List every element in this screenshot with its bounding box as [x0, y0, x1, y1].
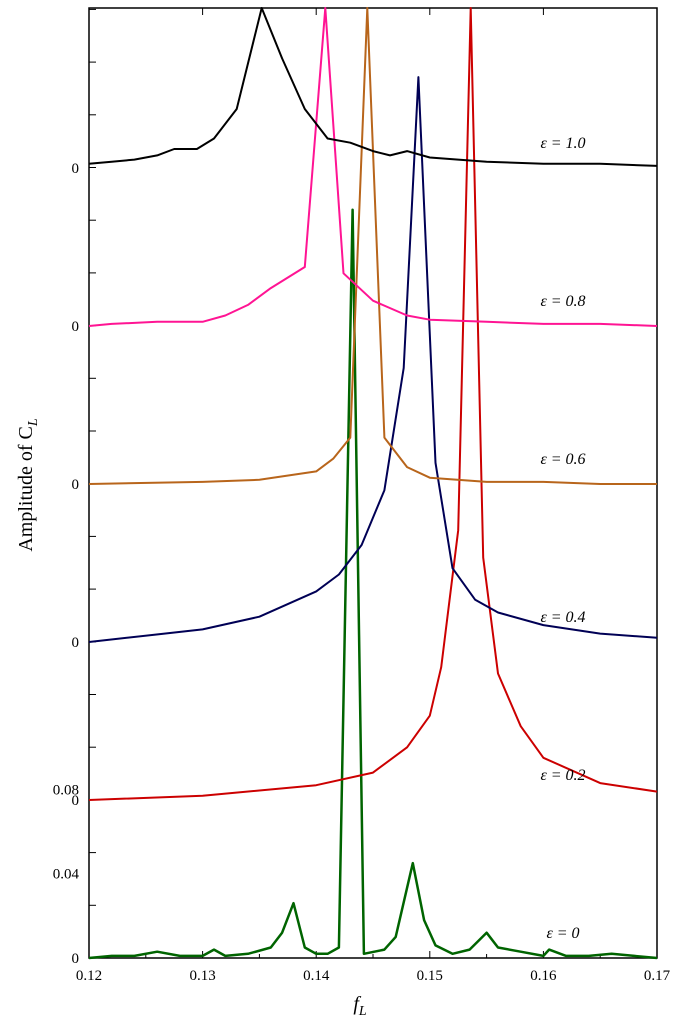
x-axis-title-subscript: L	[358, 1004, 367, 1019]
baseline-zero-label: 0	[72, 793, 80, 809]
series-label: ε = 0.8	[540, 293, 585, 310]
series-label: ε = 0	[546, 925, 579, 942]
baseline-zero-label: 0	[72, 477, 80, 493]
x-axis-title: fL	[353, 993, 367, 1019]
y-tick-label: 0.08	[53, 782, 79, 798]
x-tick-label: 0.13	[189, 968, 215, 984]
series-line	[88, 7, 658, 167]
y-axis-title: Amplitude of CL	[15, 418, 41, 552]
y-axis-title-subscript: L	[26, 418, 41, 427]
baseline-zero-label: 0	[72, 319, 80, 335]
series-line	[88, 7, 658, 801]
x-tick-label: 0.16	[530, 968, 557, 984]
x-tick-label: 0.14	[303, 968, 330, 984]
baseline-zero-label: 0	[72, 161, 80, 177]
series-line	[88, 208, 658, 960]
series-line	[88, 7, 658, 327]
x-tick-label: 0.17	[644, 968, 671, 984]
series-line	[88, 7, 657, 485]
y-tick-label: 0	[72, 951, 80, 967]
series-label: ε = 0.6	[540, 451, 585, 468]
baseline-zero-label: 0	[72, 635, 80, 651]
series-layer	[88, 7, 658, 960]
series-label: ε = 0.2	[540, 767, 585, 784]
series-label: ε = 0.4	[540, 609, 585, 626]
series-line	[88, 76, 658, 643]
x-tick-label: 0.12	[76, 968, 102, 984]
series-label: ε = 1.0	[540, 135, 585, 152]
y-tick-label: 0.04	[53, 867, 80, 883]
x-tick-label: 0.15	[417, 968, 443, 984]
